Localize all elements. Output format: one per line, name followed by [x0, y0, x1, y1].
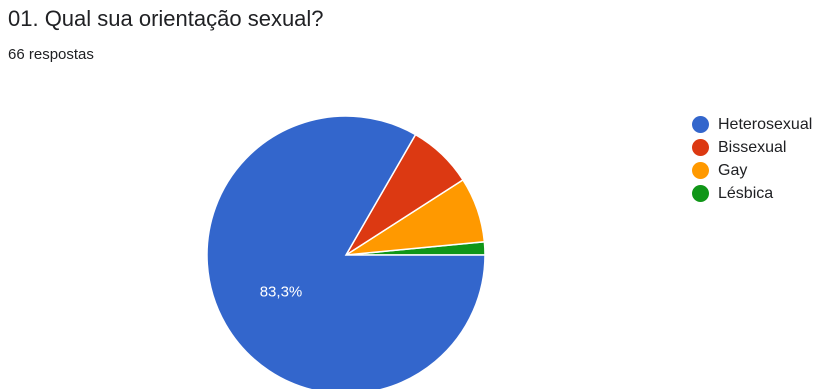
legend-item-bissexual[interactable]: Bissexual	[692, 136, 812, 159]
chart-legend: Heterosexual Bissexual Gay Lésbica	[692, 113, 812, 205]
legend-swatch	[692, 139, 709, 156]
slice-percent-label: 83,3%	[260, 283, 303, 300]
legend-label: Gay	[718, 161, 748, 179]
legend-item-heterosexual[interactable]: Heterosexual	[692, 113, 812, 136]
response-count: 66 respostas	[8, 46, 94, 63]
legend-swatch	[692, 162, 709, 179]
legend-swatch	[692, 116, 709, 133]
legend-item-lesbica[interactable]: Lésbica	[692, 182, 812, 205]
legend-label: Lésbica	[718, 184, 774, 202]
legend-swatch	[692, 185, 709, 202]
legend-item-gay[interactable]: Gay	[692, 159, 812, 182]
legend-label: Bissexual	[718, 138, 787, 156]
question-title: 01. Qual sua orientação sexual?	[8, 6, 324, 31]
slice-heterosexual[interactable]	[206, 115, 486, 389]
legend-label: Heterosexual	[718, 115, 813, 133]
